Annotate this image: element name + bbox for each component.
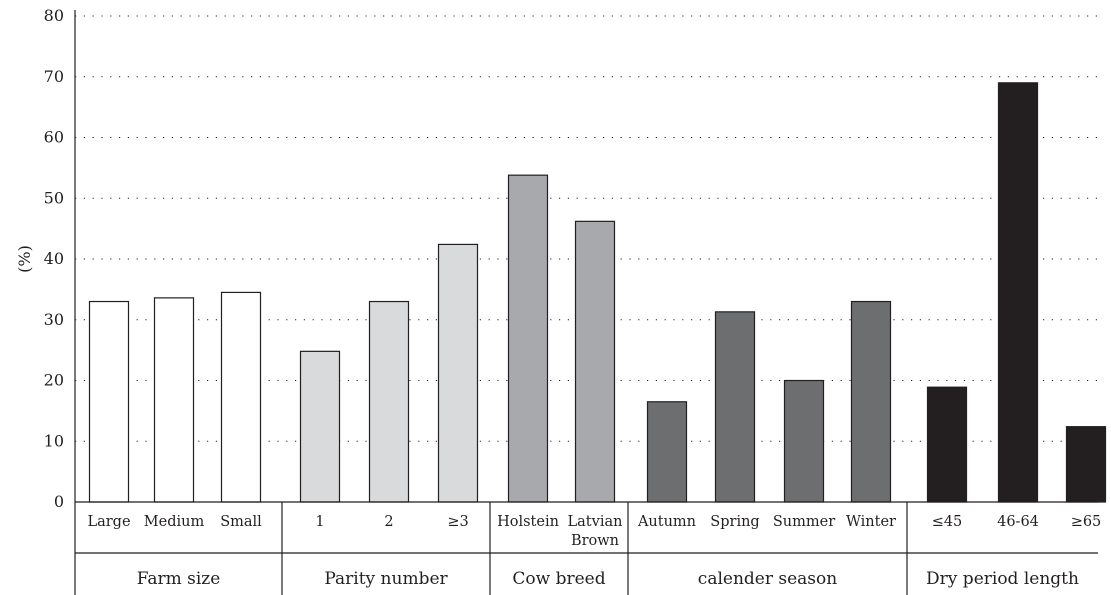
bar [574,220,616,503]
y-tick-label: 50 [44,188,64,207]
x-tick-label: Large [87,514,130,530]
y-tick-label: 30 [44,310,64,329]
y-tick-label: 40 [44,249,64,268]
x-tick-label: Autumn [637,514,696,530]
bar [299,350,341,503]
group-label: Farm size [137,569,221,589]
bar [1065,426,1107,503]
x-tick-label: Small [220,514,262,530]
y-tick-label: 20 [44,371,64,390]
bar [153,297,195,503]
y-tick-label: 10 [44,431,64,450]
x-tick-label: 46-64 [997,514,1039,530]
y-tick-label: 80 [44,6,64,25]
x-tick-label: ≥3 [447,514,468,530]
x-tick-label: Spring [710,514,759,530]
bar [646,401,688,503]
x-tick-label: Winter [846,514,896,530]
bar [997,82,1039,503]
bar [507,174,549,503]
bar [220,291,262,503]
group-label: Cow breed [512,569,605,589]
x-tick-label: 1 [315,514,324,530]
bar [88,300,130,503]
x-tick-label: 2 [384,514,393,530]
y-tick-label: 0 [54,492,64,511]
bars [88,82,1107,503]
bar [437,243,479,503]
x-tick-label: Summer [773,514,835,530]
group-label: Parity number [324,569,448,589]
y-tick-label: 60 [44,128,64,147]
bar [926,386,968,503]
y-axis-title: (%) [15,245,34,273]
group-label: calender season [698,569,837,589]
y-axis-ticks: 0 10 20 30 40 50 60 70 80 [44,6,64,511]
bar [714,311,756,503]
x-tick-label: Latvian [568,514,623,530]
x-tick-label: ≥65 [1071,514,1102,530]
y-tick-label: 70 [44,67,64,86]
x-axis: Large Medium Small Farm size 1 2 ≥3 Parity numb… [74,10,1102,595]
x-tick-label-line2: Brown [571,533,619,549]
group-label: Dry period length [926,569,1079,589]
x-tick-label: Holstein [497,514,559,530]
bar [850,300,892,503]
x-tick-label: ≤45 [932,514,963,530]
bar [783,379,825,503]
bar [368,300,410,503]
x-tick-label: Medium [144,514,205,530]
